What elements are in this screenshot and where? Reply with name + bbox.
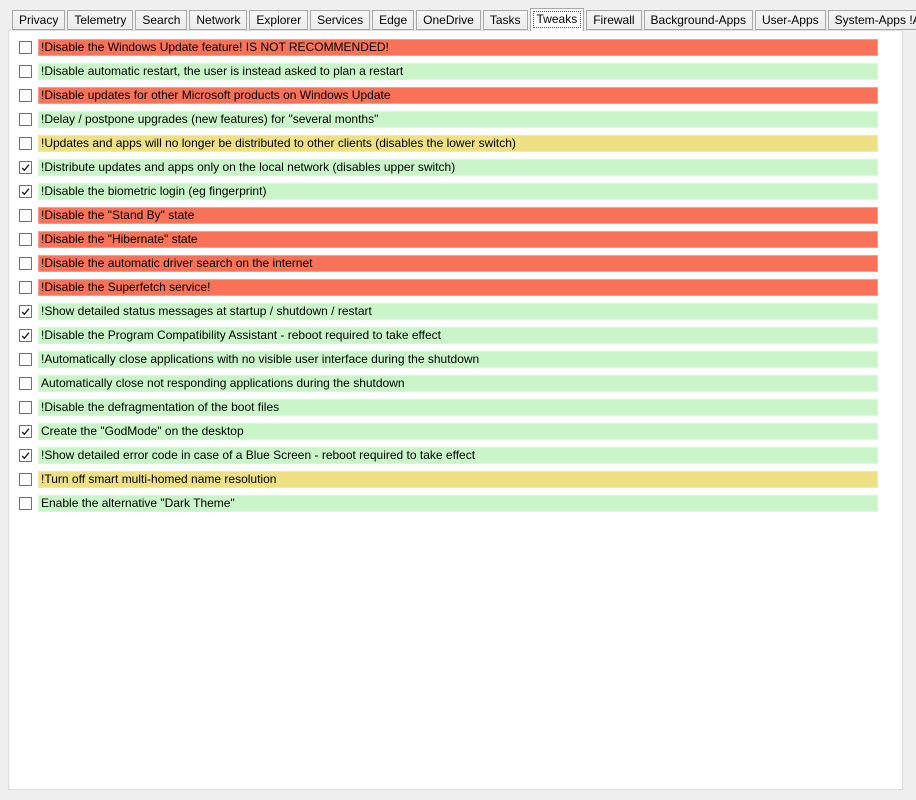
tweak-label: !Automatically close applications with n… bbox=[38, 351, 878, 368]
tab-background-apps[interactable]: Background-Apps bbox=[643, 10, 753, 30]
tweak-checkbox[interactable] bbox=[19, 257, 32, 270]
tweak-row: Create the "GodMode" on the desktop bbox=[19, 423, 878, 440]
tweak-checkbox[interactable] bbox=[19, 209, 32, 222]
tab-label: Tweaks bbox=[536, 12, 578, 26]
tab-edge[interactable]: Edge bbox=[372, 10, 415, 30]
tweak-row: !Disable the Windows Update feature! IS … bbox=[19, 39, 878, 56]
tweak-label: !Delay / postpone upgrades (new features… bbox=[38, 111, 878, 128]
tweak-checkbox[interactable] bbox=[19, 353, 32, 366]
tweak-row: !Delay / postpone upgrades (new features… bbox=[19, 111, 878, 128]
tweak-label: !Disable the Program Compatibility Assis… bbox=[38, 327, 878, 344]
tweak-checkbox[interactable] bbox=[19, 305, 32, 318]
tweak-label: !Distribute updates and apps only on the… bbox=[38, 159, 878, 176]
checkmark-icon bbox=[21, 332, 30, 340]
tweak-label: Create the "GodMode" on the desktop bbox=[38, 423, 878, 440]
tweak-row: !Disable the biometric login (eg fingerp… bbox=[19, 183, 878, 200]
tab-bar: Privacy Telemetry Search Network Explore… bbox=[8, 8, 916, 31]
tweak-row: !Disable the defragmentation of the boot… bbox=[19, 399, 878, 416]
tab-search[interactable]: Search bbox=[135, 10, 188, 30]
tweak-row: !Automatically close applications with n… bbox=[19, 351, 878, 368]
tweak-label: !Disable the "Hibernate" state bbox=[38, 231, 878, 248]
tweak-label: !Disable updates for other Microsoft pro… bbox=[38, 87, 878, 104]
tweak-checkbox[interactable] bbox=[19, 473, 32, 486]
tweak-checkbox[interactable] bbox=[19, 401, 32, 414]
tweak-row: !Show detailed error code in case of a B… bbox=[19, 447, 878, 464]
tweak-row: !Disable the "Stand By" state bbox=[19, 207, 878, 224]
tweak-row: !Disable automatic restart, the user is … bbox=[19, 63, 878, 80]
tab-network[interactable]: Network bbox=[189, 10, 248, 30]
tweak-row: !Turn off smart multi-homed name resolut… bbox=[19, 471, 878, 488]
tab-label: Firewall bbox=[593, 12, 635, 27]
tweak-row: !Disable the Superfetch service! bbox=[19, 279, 878, 296]
tab-label: Tasks bbox=[489, 12, 521, 27]
checkmark-icon bbox=[21, 164, 30, 172]
tweak-label: Automatically close not responding appli… bbox=[38, 375, 878, 392]
tweak-checkbox[interactable] bbox=[19, 113, 32, 126]
tab-label: Network bbox=[196, 12, 241, 27]
tab-label: Edge bbox=[379, 12, 408, 27]
tweak-label: !Show detailed status messages at startu… bbox=[38, 303, 878, 320]
tweak-row: Automatically close not responding appli… bbox=[19, 375, 878, 392]
tab-label: Telemetry bbox=[74, 12, 127, 27]
tweak-row: !Updates and apps will no longer be dist… bbox=[19, 135, 878, 152]
tweak-checkbox[interactable] bbox=[19, 233, 32, 246]
tweak-checkbox[interactable] bbox=[19, 89, 32, 102]
tab-control: Privacy Telemetry Search Network Explore… bbox=[8, 8, 916, 790]
tweak-row: Enable the alternative "Dark Theme" bbox=[19, 495, 878, 512]
tweaks-list: !Disable the Windows Update feature! IS … bbox=[19, 39, 878, 519]
tab-label: Services bbox=[317, 12, 364, 27]
tweaks-tab-page: !Disable the Windows Update feature! IS … bbox=[8, 30, 903, 790]
tweak-row: !Disable the automatic driver search on … bbox=[19, 255, 878, 272]
tweak-label: !Disable the Superfetch service! bbox=[38, 279, 878, 296]
tweak-label: !Turn off smart multi-homed name resolut… bbox=[38, 471, 878, 488]
tweak-row: !Disable the Program Compatibility Assis… bbox=[19, 327, 878, 344]
tweak-label: !Disable the "Stand By" state bbox=[38, 207, 878, 224]
tweak-row: !Disable updates for other Microsoft pro… bbox=[19, 87, 878, 104]
tweak-label: !Disable automatic restart, the user is … bbox=[38, 63, 878, 80]
tab-telemetry[interactable]: Telemetry bbox=[67, 10, 134, 30]
tweak-label: !Disable the defragmentation of the boot… bbox=[38, 399, 878, 416]
tweak-checkbox[interactable] bbox=[19, 185, 32, 198]
tweak-label: !Disable the Windows Update feature! IS … bbox=[38, 39, 878, 56]
tab-label: Search bbox=[142, 12, 181, 27]
tab-privacy[interactable]: Privacy bbox=[12, 10, 66, 30]
tweak-row: !Distribute updates and apps only on the… bbox=[19, 159, 878, 176]
tweak-label: Enable the alternative "Dark Theme" bbox=[38, 495, 878, 512]
tab-tasks[interactable]: Tasks bbox=[482, 10, 528, 30]
tweak-checkbox[interactable] bbox=[19, 41, 32, 54]
tweak-checkbox[interactable] bbox=[19, 281, 32, 294]
tweak-checkbox[interactable] bbox=[19, 137, 32, 150]
tweak-checkbox[interactable] bbox=[19, 377, 32, 390]
tweak-checkbox[interactable] bbox=[19, 65, 32, 78]
tab-label: System-Apps !ATTENTION! bbox=[834, 12, 916, 27]
tweak-checkbox[interactable] bbox=[19, 449, 32, 462]
checkmark-icon bbox=[21, 188, 30, 196]
tab-services[interactable]: Services bbox=[310, 10, 371, 30]
tweak-row: !Disable the "Hibernate" state bbox=[19, 231, 878, 248]
tab-label: Explorer bbox=[256, 12, 302, 27]
tweak-label: !Disable the biometric login (eg fingerp… bbox=[38, 183, 878, 200]
tweak-row: !Show detailed status messages at startu… bbox=[19, 303, 878, 320]
tweak-checkbox[interactable] bbox=[19, 161, 32, 174]
checkmark-icon bbox=[21, 428, 30, 436]
tab-label: Privacy bbox=[19, 12, 59, 27]
tweak-checkbox[interactable] bbox=[19, 329, 32, 342]
tab-tweaks[interactable]: Tweaks bbox=[529, 8, 585, 31]
tab-label: Background-Apps bbox=[650, 12, 746, 27]
tab-onedrive[interactable]: OneDrive bbox=[416, 10, 481, 30]
tweak-label: !Show detailed error code in case of a B… bbox=[38, 447, 878, 464]
tweak-checkbox[interactable] bbox=[19, 425, 32, 438]
tweak-label: !Disable the automatic driver search on … bbox=[38, 255, 878, 272]
checkmark-icon bbox=[21, 452, 30, 460]
tab-explorer[interactable]: Explorer bbox=[249, 10, 309, 30]
tweak-label: !Updates and apps will no longer be dist… bbox=[38, 135, 878, 152]
tab-firewall[interactable]: Firewall bbox=[586, 10, 642, 30]
tab-system-apps-attention[interactable]: System-Apps !ATTENTION! bbox=[827, 10, 916, 30]
tab-user-apps[interactable]: User-Apps bbox=[754, 10, 826, 30]
tab-label: User-Apps bbox=[761, 12, 819, 27]
checkmark-icon bbox=[21, 308, 30, 316]
tab-label: OneDrive bbox=[423, 12, 474, 27]
tweak-checkbox[interactable] bbox=[19, 497, 32, 510]
